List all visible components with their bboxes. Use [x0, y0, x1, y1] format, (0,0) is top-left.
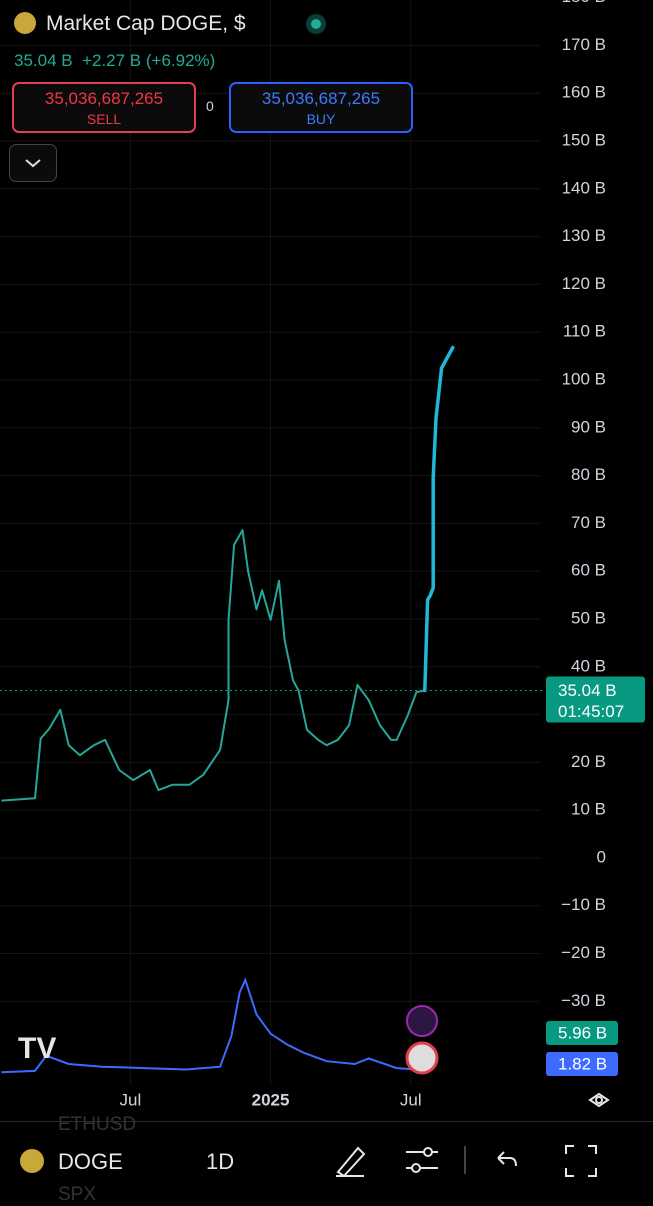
- y-tick-label: 180 B: [562, 0, 606, 6]
- ghost-symbol: SPX: [58, 1184, 97, 1205]
- hand-drawing: [423, 345, 455, 693]
- volume-ma-label: 1.82 B: [558, 1054, 607, 1073]
- symbol-title: Market Cap DOGE, $: [46, 12, 246, 35]
- sell-price: 35,036,687,265: [44, 89, 164, 108]
- price-line: [1, 529, 425, 802]
- sell-button[interactable]: 35,036,687,265 SELL: [12, 82, 196, 133]
- coin-icon: [20, 1149, 44, 1173]
- buy-price: 35,036,687,265: [261, 89, 381, 108]
- x-tick-label: Jul: [400, 1090, 422, 1109]
- status-dot-bg: [306, 14, 326, 34]
- y-tick-label: 90 B: [571, 417, 606, 436]
- volume-badge: [546, 1021, 618, 1045]
- sell-label: SELL: [86, 111, 122, 127]
- last-price-badge: [546, 676, 645, 723]
- y-tick-label: 70 B: [571, 513, 606, 532]
- y-tick-label: 150 B: [562, 130, 606, 149]
- x-tick-label: 2025: [252, 1090, 290, 1109]
- volume-ma-line: [1, 977, 425, 1074]
- y-tick-label: 80 B: [571, 465, 606, 484]
- ghost-symbol: ETHUSD: [58, 1114, 137, 1135]
- chevron-icon: [25, 159, 41, 168]
- y-tick-label: −20 B: [561, 943, 606, 962]
- buy-button[interactable]: 35,036,687,265 BUY: [229, 82, 413, 133]
- y-tick-label: 60 B: [571, 561, 606, 580]
- y-tick-label: 140 B: [562, 178, 606, 197]
- y-tick-label: 0: [597, 847, 606, 866]
- y-tick-label: 100 B: [562, 369, 606, 388]
- collapse-button[interactable]: [9, 144, 57, 182]
- y-tick-label: −30 B: [561, 991, 606, 1010]
- countdown: 01:45:07: [558, 702, 624, 721]
- toolbar-symbol[interactable]: DOGE: [58, 1149, 123, 1174]
- y-tick-label: 110 B: [563, 322, 606, 341]
- price-line: 35.04 B +2.27 B (+6.92%): [14, 51, 215, 71]
- y-tick-label: 20 B: [571, 752, 606, 771]
- y-tick-label: −10 B: [561, 895, 606, 914]
- y-tick-label: 10 B: [571, 800, 606, 819]
- y-tick-label: 160 B: [562, 83, 606, 102]
- y-tick-label: 170 B: [562, 35, 606, 54]
- y-tick-label: 50 B: [571, 608, 606, 627]
- volume-label: 5.96 B: [558, 1023, 607, 1042]
- buy-label: BUY: [306, 111, 336, 127]
- spread: 0: [206, 98, 214, 114]
- coin-icon: [14, 12, 36, 34]
- last-price-label: 35.04 B: [558, 681, 617, 700]
- toolbar-divider: [0, 1121, 653, 1122]
- y-tick-label: 120 B: [562, 274, 606, 293]
- y-tick-label: 40 B: [571, 656, 606, 675]
- change-pct: (+6.92%): [145, 51, 216, 70]
- change: +2.27 B: [82, 51, 142, 70]
- status-dot: [311, 19, 321, 29]
- y-tick-label: 130 B: [562, 226, 606, 245]
- price: 35.04 B: [14, 51, 73, 70]
- volume-ma-badge: [546, 1052, 618, 1076]
- toolbar-interval[interactable]: 1D: [206, 1149, 235, 1174]
- x-tick-label: Jul: [120, 1090, 142, 1109]
